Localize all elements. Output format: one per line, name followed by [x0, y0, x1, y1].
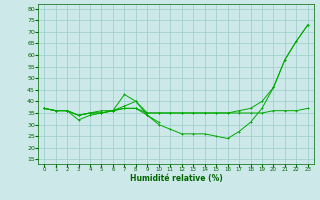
X-axis label: Humidité relative (%): Humidité relative (%) [130, 174, 222, 183]
